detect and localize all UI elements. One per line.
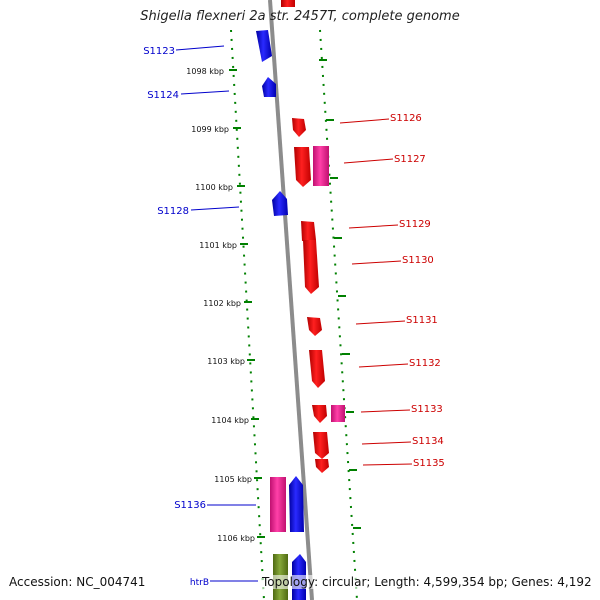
label-s1132[interactable]: S1132 — [409, 358, 441, 369]
left-dotted-track — [230, 29, 265, 600]
label-s1136[interactable]: S1136 — [174, 500, 206, 511]
label-s1124[interactable]: S1124 — [147, 90, 179, 101]
tick-label-1099: 1099 kbp — [191, 125, 229, 134]
right-dotted-track — [319, 29, 358, 600]
tick-label-1102: 1102 kbp — [203, 299, 241, 308]
tick-label-1101: 1101 kbp — [199, 241, 237, 250]
label-s1131[interactable]: S1131 — [406, 315, 438, 326]
label-s1133[interactable]: S1133 — [411, 404, 443, 415]
feature-s1133 — [312, 405, 327, 423]
feature-top-partial-red — [281, 0, 295, 7]
label-s1130[interactable]: S1130 — [402, 255, 434, 266]
tick-label-1106: 1106 kbp — [217, 534, 255, 543]
feature-s1124 — [262, 77, 276, 97]
feature-s1130 — [303, 240, 319, 294]
left-leader-lines — [175, 45, 258, 582]
label-s1128[interactable]: S1128 — [157, 206, 189, 217]
backbone-line — [268, 0, 314, 600]
accession-text: Accession: NC_004741 — [9, 575, 146, 589]
feature-s1126 — [292, 118, 306, 137]
label-s1123[interactable]: S1123 — [143, 46, 175, 57]
feature-s1123 — [256, 30, 272, 62]
left-labels: S1123 S1124 S1128 S1136 htrB — [143, 46, 209, 588]
right-major-ticks — [319, 59, 361, 529]
label-s1127[interactable]: S1127 — [394, 154, 426, 165]
label-s1134[interactable]: S1134 — [412, 436, 444, 447]
label-s1135[interactable]: S1135 — [413, 458, 445, 469]
right-leader-lines — [339, 118, 413, 466]
tick-label-1100: 1100 kbp — [195, 183, 233, 192]
feature-s1132 — [309, 350, 325, 388]
feature-s1135 — [315, 459, 329, 473]
label-s1129[interactable]: S1129 — [399, 219, 431, 230]
left-major-ticks — [229, 69, 265, 538]
label-s1126[interactable]: S1126 — [390, 113, 422, 124]
tick-label-1104: 1104 kbp — [211, 416, 249, 425]
feature-s1129 — [301, 221, 316, 241]
topology-summary: Topology: circular; Length: 4,599,354 bp… — [262, 575, 592, 589]
feature-s1136-rev — [289, 476, 304, 532]
feature-s1131 — [307, 317, 322, 336]
genome-title: Shigella flexneri 2a str. 2457T, complet… — [140, 9, 460, 24]
feature-s1134 — [313, 432, 329, 459]
tick-label-1105: 1105 kbp — [214, 475, 252, 484]
feature-s1133-pink — [331, 405, 345, 422]
feature-s1127 — [294, 147, 311, 187]
feature-s1127-pink — [313, 146, 329, 186]
feature-s1136-pink — [270, 477, 286, 532]
tick-label-1103: 1103 kbp — [207, 357, 245, 366]
label-htrb[interactable]: htrB — [190, 578, 209, 588]
tick-label-1098: 1098 kbp — [186, 67, 224, 76]
right-labels: S1126 S1127 S1129 S1130 S1131 S1132 S113… — [390, 113, 445, 469]
feature-s1128 — [272, 191, 288, 216]
tick-labels: 1098 kbp 1099 kbp 1100 kbp 1101 kbp 1102… — [186, 67, 255, 543]
